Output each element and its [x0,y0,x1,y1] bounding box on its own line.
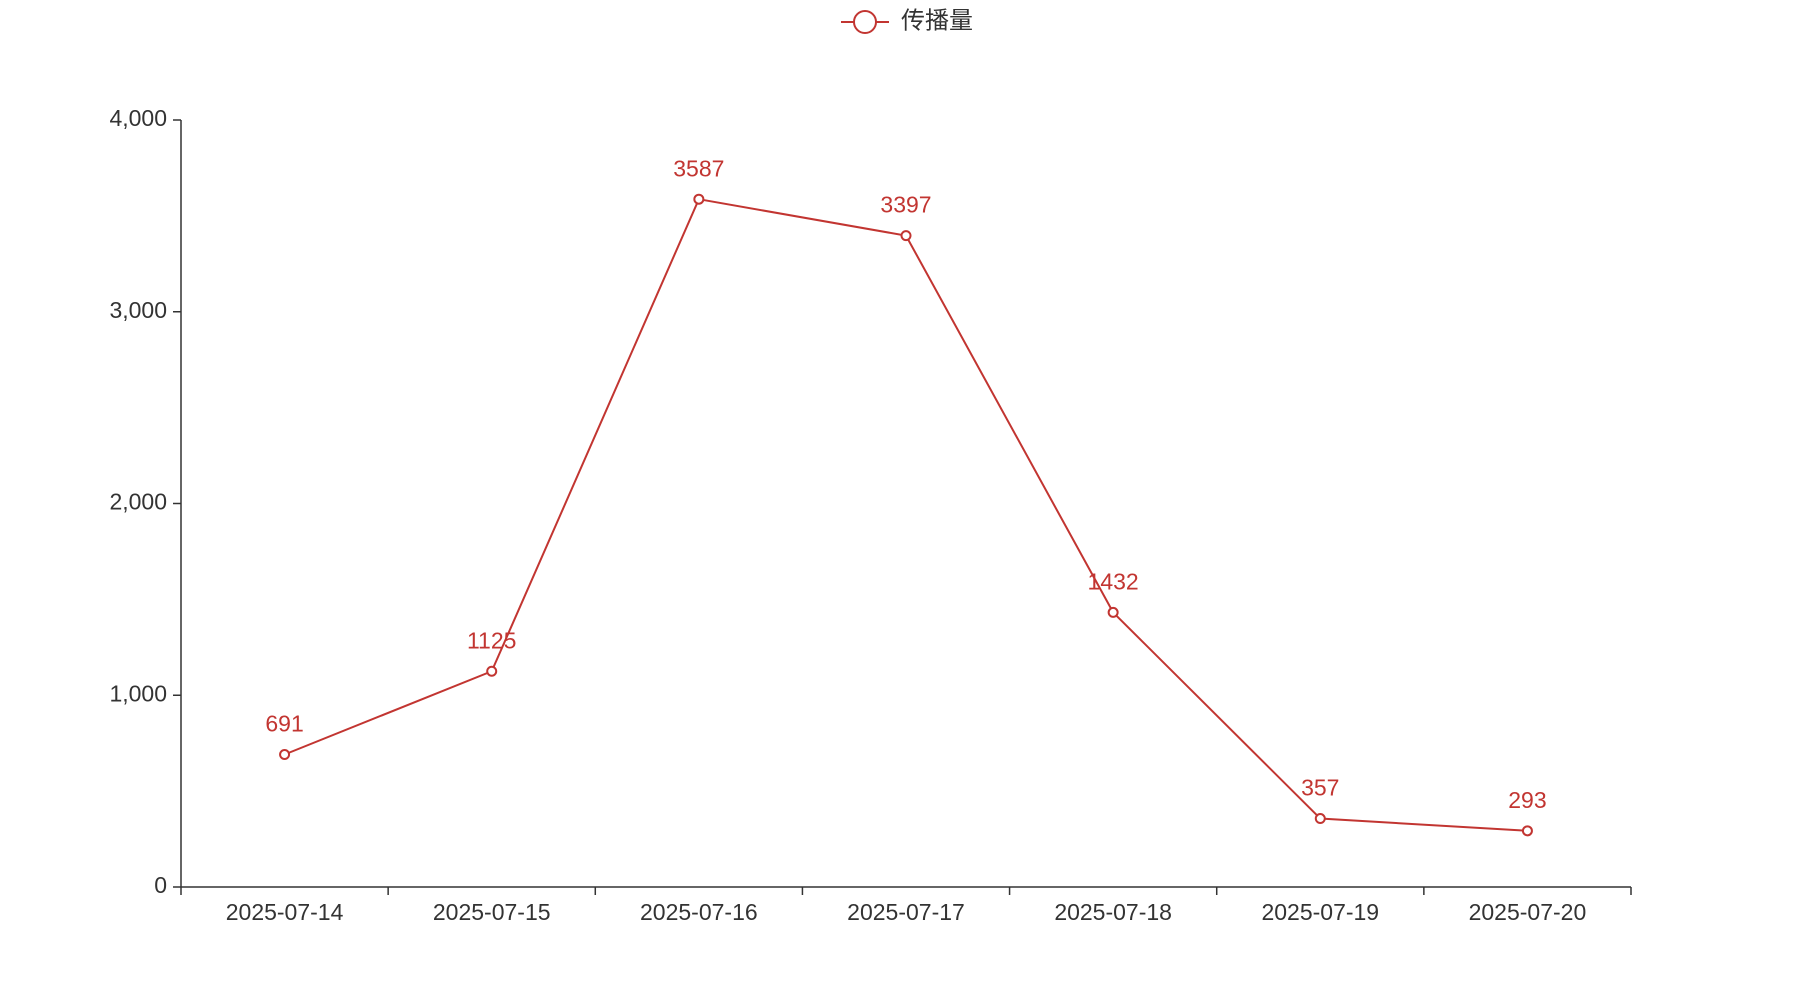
x-tick-label: 2025-07-18 [1054,899,1172,925]
x-tick-label: 2025-07-14 [226,899,344,925]
value-label: 3587 [673,155,724,181]
y-tick-label: 2,000 [109,489,167,515]
point-marker [693,193,705,205]
point-marker [486,665,498,677]
legend-marker [853,10,877,34]
value-label: 3397 [880,192,931,218]
legend-label: 传播量 [901,7,973,34]
x-tick-label: 2025-07-19 [1261,899,1379,925]
point-marker [279,749,291,761]
point-marker [900,230,912,242]
x-tick-label: 2025-07-20 [1469,899,1587,925]
x-tick-label: 2025-07-17 [847,899,965,925]
value-label: 357 [1301,775,1339,801]
x-tick-label: 2025-07-15 [433,899,551,925]
value-label: 691 [265,711,303,737]
value-label: 1125 [467,627,516,653]
point-marker [1314,813,1326,825]
point-marker [1521,825,1533,837]
value-label: 1432 [1088,568,1139,594]
y-tick-label: 0 [154,872,167,898]
value-label: 293 [1508,787,1546,813]
y-tick-label: 4,000 [109,105,167,131]
point-marker [1107,606,1119,618]
y-tick-label: 1,000 [109,680,167,706]
series-line [284,198,1528,832]
y-tick-label: 3,000 [109,297,167,323]
x-tick-label: 2025-07-16 [640,899,758,925]
